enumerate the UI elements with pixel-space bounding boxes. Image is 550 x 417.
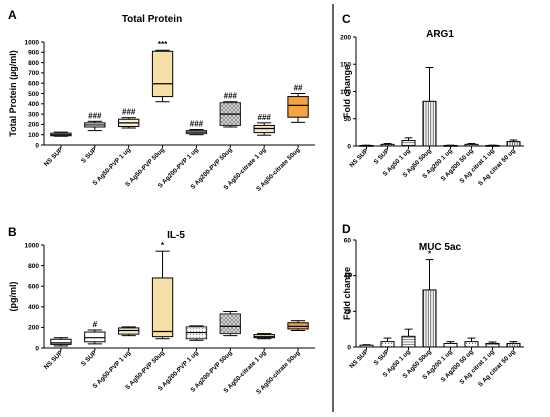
box-tint — [220, 314, 241, 334]
category-label: S SUP — [80, 146, 98, 164]
panel-title: ARG1 — [426, 29, 454, 40]
y-tick-label: 900 — [28, 50, 39, 57]
y-tick-label: 400 — [28, 101, 39, 108]
category-label: NS SUP — [43, 146, 65, 168]
box — [151, 50, 174, 98]
panel-letter: D — [342, 222, 351, 236]
significance-label: ### — [88, 111, 102, 120]
y-tick-label: 150 — [340, 62, 351, 69]
y-tick-label: 200 — [340, 34, 351, 41]
panel-b-il5: B IL-5 (pg/ml) 0 200 400 600 800 1000 NS SUP S SUP… — [8, 225, 315, 396]
y-tick-label: 60 — [344, 237, 352, 244]
significance-label: *** — [158, 40, 168, 49]
panel-letter: C — [342, 12, 351, 26]
bar — [359, 344, 374, 348]
significance-label: ### — [258, 113, 272, 122]
y-tick-label: 100 — [340, 89, 351, 96]
panel-title: MUC 5ac — [419, 242, 462, 253]
significance-label: ### — [224, 92, 238, 101]
significance-label: ### — [190, 120, 204, 129]
y-tick-label: 500 — [28, 91, 39, 98]
y-tick-label: 1000 — [25, 39, 40, 46]
box — [287, 96, 309, 118]
panel-d-muc5ac: D MUC 5ac Fold change 0 20 40 60 NS SUP S SUP S A… — [342, 222, 524, 388]
significance-label: * — [428, 250, 432, 259]
category-label: S Ag citrat 50 ug — [477, 348, 517, 388]
significance-label: ## — [294, 84, 303, 93]
bar — [464, 341, 479, 348]
category-label: S SUP — [373, 348, 391, 366]
significance-label: # — [93, 320, 98, 329]
bar — [422, 100, 437, 147]
bar — [506, 342, 521, 348]
category-label: S SUP — [80, 349, 98, 367]
y-axis-label: Fold change — [342, 267, 352, 320]
y-axis-label: (pg/ml) — [8, 282, 18, 312]
panel-letter: B — [8, 225, 17, 239]
y-tick-label: 400 — [28, 304, 39, 311]
y-tick-label: 600 — [28, 284, 39, 291]
box — [84, 331, 106, 343]
box — [219, 313, 241, 335]
y-tick-label: 50 — [344, 116, 352, 123]
y-tick-label: 40 — [344, 273, 352, 280]
panel-title: IL-5 — [167, 230, 185, 241]
category-label: NS SUP — [43, 349, 65, 371]
category-label: S Ag citrat 50 ug — [477, 147, 517, 187]
y-tick-label: 600 — [28, 81, 39, 88]
panel-c-arg1: C ARG1 Fold change 0 50 100 150 200 NS SUP S SUP S… — [340, 12, 524, 187]
y-tick-label: 200 — [28, 122, 39, 129]
bar — [401, 140, 416, 147]
box — [50, 338, 72, 345]
bar — [380, 143, 395, 147]
y-tick-label: 0 — [35, 345, 39, 352]
box — [151, 277, 174, 338]
y-tick-label: 300 — [28, 111, 39, 118]
bar — [464, 143, 479, 147]
category-label: NS SUP — [348, 147, 370, 169]
y-tick-label: 700 — [28, 70, 39, 77]
category-label: S SUP — [373, 147, 391, 165]
panel-letter: A — [8, 8, 17, 22]
panel-title: Total Protein — [122, 14, 182, 25]
significance-label: * — [161, 241, 165, 250]
y-tick-label: 0 — [35, 142, 39, 149]
bar — [506, 141, 521, 147]
panel-a-total-protein: A Total Protein Total Protein (µg/ml) 0 100 2… — [8, 8, 315, 193]
y-tick-label: 20 — [344, 309, 352, 316]
y-tick-label: 800 — [28, 60, 39, 67]
significance-label: ### — [122, 108, 136, 117]
category-label: NS SUP — [348, 348, 370, 370]
bar — [485, 342, 500, 348]
y-tick-label: 1000 — [25, 242, 40, 249]
bar — [443, 342, 458, 348]
bar — [401, 335, 416, 348]
bar — [422, 289, 437, 348]
y-tick-label: 0 — [347, 143, 351, 150]
y-tick-label: 200 — [28, 325, 39, 332]
y-axis-label: Fold change — [342, 65, 352, 118]
y-tick-label: 100 — [28, 132, 39, 139]
y-tick-label: 800 — [28, 263, 39, 270]
y-axis-label: Total Protein (µg/ml) — [8, 50, 18, 137]
y-tick-label: 0 — [347, 344, 351, 351]
bar — [380, 341, 395, 348]
